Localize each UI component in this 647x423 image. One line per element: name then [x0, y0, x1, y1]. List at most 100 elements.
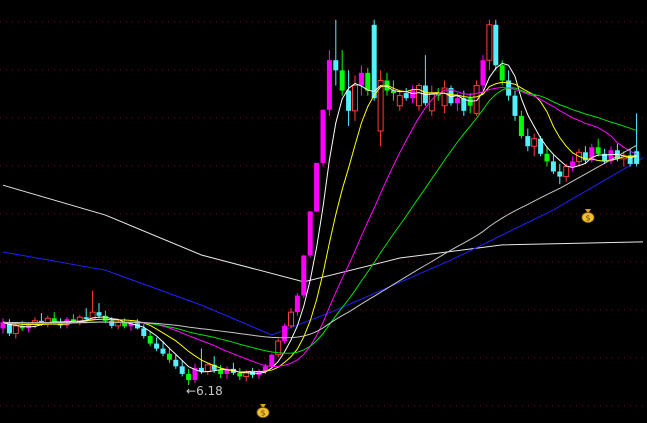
candle [550, 153, 556, 175]
candle [160, 341, 166, 357]
ma5-line [2, 62, 637, 374]
candle-body [224, 368, 230, 374]
candle-body [538, 138, 544, 154]
candle [115, 319, 122, 330]
candle-body [320, 109, 326, 163]
candle [384, 72, 390, 96]
candle [512, 90, 518, 121]
candle [44, 315, 51, 328]
candle [154, 337, 160, 352]
candle-body [166, 353, 172, 360]
candle [26, 322, 32, 333]
candle-body [512, 95, 518, 116]
money-bag-icon[interactable]: $ [255, 402, 271, 418]
candle-body [102, 315, 108, 321]
candle [76, 315, 83, 326]
candle [307, 210, 313, 258]
candle-body [38, 320, 44, 324]
candle-body [499, 65, 505, 81]
candle-body [122, 322, 128, 327]
candle-body [557, 171, 563, 177]
candle [525, 128, 531, 152]
candle-body [550, 161, 556, 172]
candle-body [563, 165, 570, 178]
ma60-line [2, 144, 637, 339]
candle-body [525, 136, 531, 147]
candle [70, 314, 76, 324]
money-bag-icon[interactable]: $ [580, 207, 596, 223]
candle-body [602, 153, 608, 162]
candle [333, 19, 339, 86]
candle [96, 303, 102, 319]
candle-body [128, 323, 134, 327]
candle-body [396, 95, 403, 107]
candle-body [371, 24, 377, 99]
candle-body [582, 152, 588, 161]
candle [403, 88, 409, 101]
candle-body [179, 366, 185, 374]
svg-text:$: $ [585, 214, 590, 223]
candle [166, 347, 172, 363]
candle-body [51, 318, 57, 323]
arrow-left-icon: ← [186, 384, 197, 398]
candle-body [448, 88, 454, 104]
candle [428, 85, 435, 116]
candle-body [531, 138, 538, 147]
candle [211, 356, 217, 373]
candle [320, 109, 326, 167]
candle [89, 290, 96, 321]
low-price-value: 6.18 [196, 384, 223, 398]
candle-body [358, 72, 364, 86]
long_blue-line [2, 157, 644, 336]
candle [377, 70, 384, 147]
candle-body [377, 79, 384, 132]
candle-body [544, 153, 550, 162]
candle [467, 93, 473, 114]
candle-body [454, 98, 460, 104]
candle [538, 136, 544, 157]
candle-body [160, 348, 166, 354]
candle-body [83, 317, 89, 320]
candle [186, 368, 192, 386]
candle [282, 323, 288, 344]
candle [339, 50, 345, 96]
candle-body [154, 343, 160, 349]
candle-body [307, 211, 313, 256]
candle [486, 19, 493, 71]
candle-body [141, 328, 147, 336]
candle [179, 361, 185, 377]
candle-body [301, 255, 307, 296]
candle [461, 90, 467, 116]
candle [422, 55, 428, 106]
candle [230, 362, 236, 375]
candle-body [115, 321, 122, 327]
candle-body [467, 98, 473, 106]
candle-body [403, 93, 409, 99]
candle-body [473, 85, 480, 114]
ma10-line [2, 81, 637, 373]
candle-body [204, 364, 211, 372]
candle-body [269, 354, 275, 367]
candle [204, 362, 211, 375]
candle [410, 85, 416, 104]
candle [570, 156, 576, 172]
candle-body [627, 155, 633, 164]
candle-body [634, 151, 640, 164]
candle [473, 80, 480, 116]
candle [544, 146, 550, 167]
candle [352, 75, 358, 121]
low-price-label: ←6.18 [186, 384, 223, 398]
candle [6, 319, 12, 336]
candle [237, 367, 243, 380]
candle [396, 90, 403, 111]
candle-body [608, 150, 614, 162]
candle-body [365, 72, 371, 91]
long_white-line [2, 184, 644, 283]
candle [326, 50, 332, 116]
candle [582, 146, 588, 164]
candle-body [6, 322, 12, 334]
candle-body [480, 60, 486, 86]
candle [288, 308, 294, 329]
candle-body [326, 60, 332, 110]
